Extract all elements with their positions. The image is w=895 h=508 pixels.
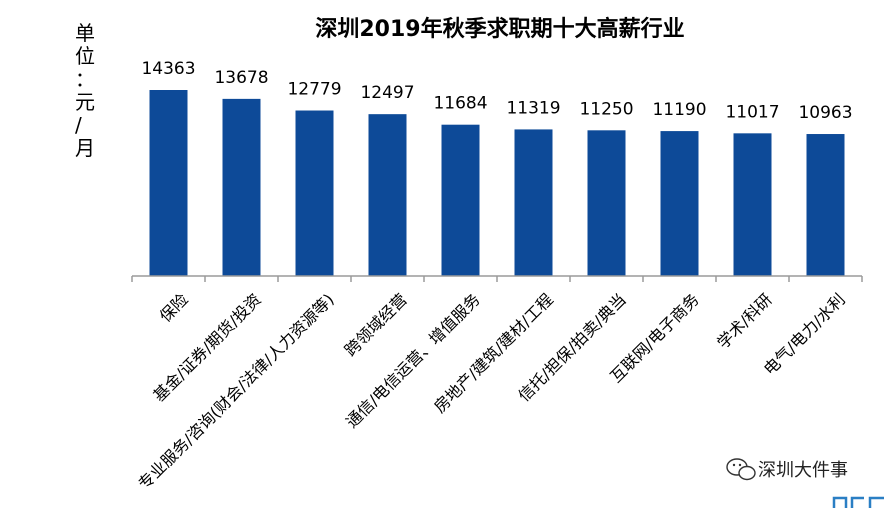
- bar: [149, 90, 188, 276]
- bar-value-label: 12779: [287, 80, 341, 100]
- bar-value-label: 11319: [506, 98, 560, 118]
- bar: [441, 124, 480, 276]
- category-label: 保险: [156, 290, 192, 326]
- bar-value-label: 11190: [652, 100, 706, 120]
- value-labels-group: 14363 13678 12779 12497 11684 11319 11250 11190…: [141, 59, 852, 123]
- bar: [514, 129, 553, 276]
- x-axis-ticks: [131, 276, 863, 282]
- bar-value-label: 11017: [725, 102, 779, 122]
- bar: [295, 110, 334, 277]
- corner-logo-fragment: [832, 496, 888, 508]
- category-label: 跨领域经营: [341, 290, 411, 360]
- bar-value-label: 11250: [579, 99, 633, 119]
- bar: [587, 130, 626, 276]
- bars-group: [149, 90, 845, 277]
- watermark-text: 深圳大件事: [758, 460, 848, 481]
- bar-value-label: 11684: [433, 94, 487, 114]
- bar: [660, 131, 699, 276]
- bar-value-label: 13678: [214, 68, 268, 88]
- bar: [806, 134, 845, 276]
- category-label: 学术/科研: [713, 290, 776, 353]
- chart-title: 深圳2019年秋季求职期十大高薪行业: [315, 16, 684, 42]
- bar: [222, 98, 261, 276]
- watermark: 深圳大件事: [726, 458, 848, 481]
- wechat-icon: [726, 458, 756, 481]
- y-axis-unit-label: 单位：元/月: [75, 21, 95, 160]
- bar-value-label: 14363: [141, 59, 195, 79]
- bar: [733, 133, 772, 276]
- category-label: 通信/电信运营、增值服务: [342, 290, 484, 432]
- category-label: 房地产/建筑/建材/工程: [430, 290, 557, 417]
- bar: [368, 114, 407, 277]
- bar-value-label: 12497: [360, 83, 414, 103]
- bar-value-label: 10963: [798, 103, 852, 123]
